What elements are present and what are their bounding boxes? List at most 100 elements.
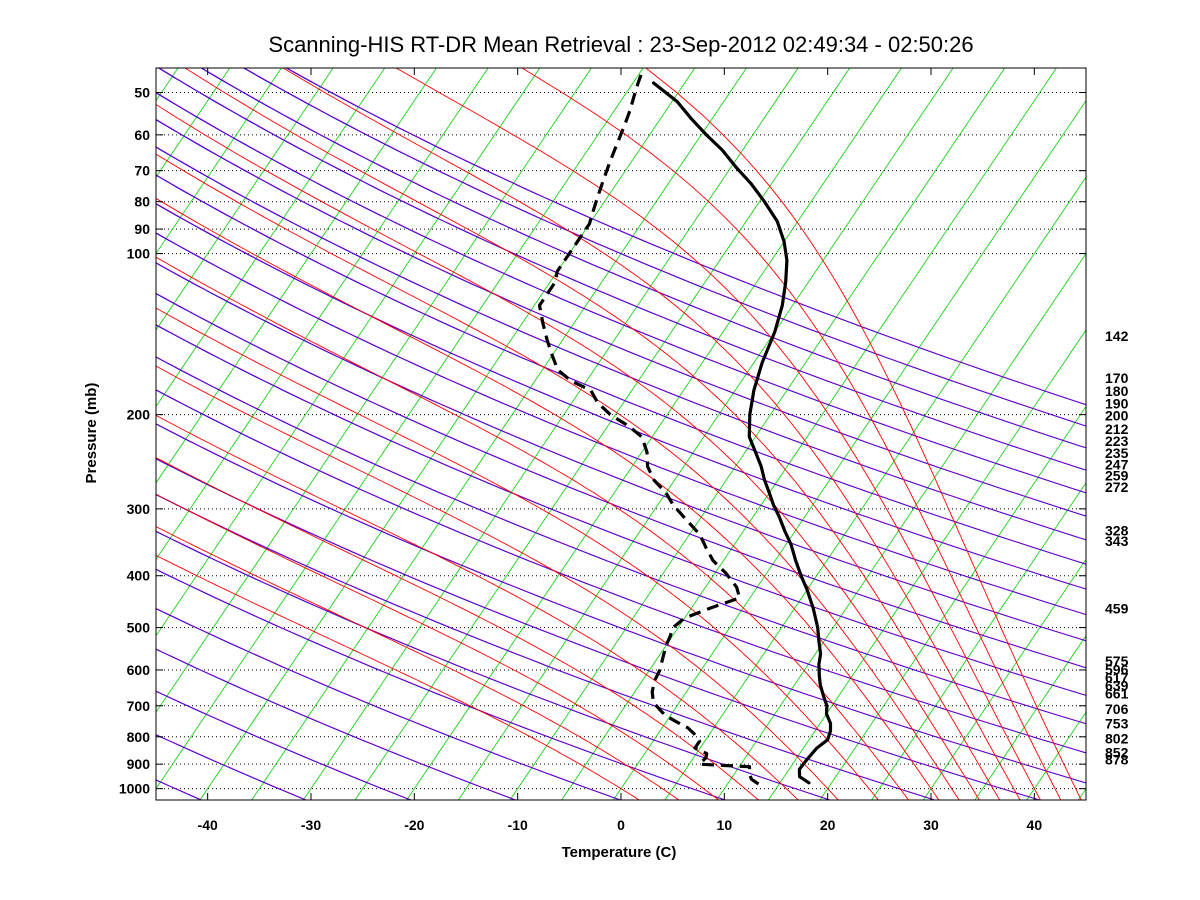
right-level-label: 247 — [1105, 457, 1129, 473]
x-tick-label: 40 — [1027, 817, 1043, 833]
isotherm-line — [156, 68, 592, 713]
y-tick-label: 500 — [127, 620, 151, 636]
dry-adiabat-line — [156, 324, 1086, 696]
dry-adiabat-line — [156, 356, 1086, 725]
isotherm-line — [923, 558, 1086, 800]
moist-adiabat-line — [395, 68, 1041, 800]
moist-adiabat-line — [156, 103, 980, 800]
dry-adiabat-line-alt — [156, 530, 831, 800]
isotherm-line — [974, 635, 1086, 800]
dry-adiabat-line — [156, 203, 1086, 590]
right-level-label: 596 — [1105, 661, 1129, 677]
dry-adiabat-line-alt — [156, 292, 1086, 668]
right-level-label: 259 — [1105, 468, 1129, 484]
isotherm-line — [1078, 787, 1086, 800]
moist-adiabat-line — [156, 493, 719, 800]
right-level-label: 343 — [1105, 533, 1129, 549]
moist-adiabat-line — [156, 307, 879, 800]
right-level-label: 180 — [1105, 383, 1129, 399]
isotherm-line — [156, 68, 437, 484]
y-tick-label: 200 — [127, 407, 151, 423]
moist-adiabat-line — [521, 68, 1062, 800]
dry-adiabat-line-alt — [156, 91, 1086, 493]
right-level-label: 617 — [1105, 669, 1129, 685]
axis-ticks: 5060708090100200300400500600700800900100… — [119, 68, 1086, 833]
right-level-label: 753 — [1105, 716, 1129, 732]
isotherm-line — [819, 405, 1086, 800]
y-axis-label: Pressure (mb) — [83, 383, 100, 484]
isotherm-line — [664, 176, 1086, 800]
y-tick-label: 1000 — [119, 781, 150, 797]
dry-adiabat-line-alt — [201, 68, 1086, 449]
temperature-profile-line — [652, 81, 833, 785]
x-axis-label: Temperature (C) — [562, 844, 677, 861]
dry-adiabat-line — [156, 174, 1086, 565]
right-level-label: 878 — [1105, 751, 1129, 767]
dry-adiabat-line-alt — [156, 356, 1086, 724]
moist-adiabat-line — [156, 414, 799, 800]
x-tick-label: 20 — [820, 817, 836, 833]
right-level-label: 852 — [1105, 744, 1129, 760]
dry-adiabat-line-alt — [156, 118, 1086, 517]
dry-adiabat-line-alt — [156, 324, 1086, 696]
dry-adiabat-line-alt — [156, 146, 1086, 540]
y-tick-label: 70 — [134, 163, 150, 179]
isotherm-line — [0, 68, 23, 800]
dry-adiabat-line — [156, 293, 1086, 669]
moist-adiabat-line — [156, 153, 960, 800]
dry-adiabat-line-alt — [156, 262, 1086, 641]
dry-adiabat-line — [156, 690, 411, 800]
isotherm-line — [199, 68, 696, 800]
dry-adiabat-line-alt — [286, 68, 1086, 405]
isotherm-line — [156, 68, 644, 790]
isotherm-line — [458, 68, 954, 800]
isotherm-line — [156, 68, 386, 408]
dewpoint-profile-line — [537, 72, 760, 786]
right-level-label: 223 — [1105, 433, 1129, 449]
isotherm-line — [156, 68, 489, 561]
y-tick-label: 300 — [127, 501, 151, 517]
dry-adiabat-line — [156, 232, 1086, 616]
dry-adiabat-line — [156, 734, 306, 800]
chart-title: Scanning-HIS RT-DR Mean Retrieval : 23-S… — [268, 32, 973, 57]
y-tick-label: 600 — [127, 662, 151, 678]
x-tick-label: -10 — [508, 817, 528, 833]
right-level-label: 212 — [1105, 421, 1129, 437]
y-tick-label: 100 — [127, 246, 151, 262]
x-tick-label: -20 — [404, 817, 424, 833]
dry-adiabat-line — [156, 389, 1086, 754]
isotherm-line — [156, 68, 282, 255]
isotherm-line — [613, 99, 1086, 800]
pressure-grid — [156, 91, 1086, 790]
x-tick-label: -40 — [198, 817, 218, 833]
right-level-label: 661 — [1105, 685, 1129, 701]
right-level-label: 706 — [1105, 701, 1129, 717]
dry-adiabat-line — [156, 648, 516, 800]
dry-adiabat-line — [243, 68, 1086, 427]
right-level-label: 639 — [1105, 678, 1129, 694]
dry-adiabat-line — [200, 68, 1086, 449]
dry-adiabat-line-alt — [156, 493, 936, 800]
moist-adiabat-line — [645, 68, 1082, 800]
right-level-label: 170 — [1105, 370, 1129, 386]
isotherm-line — [354, 68, 851, 800]
dry-adiabat-line-alt — [156, 389, 1086, 754]
x-tick-label: -30 — [301, 817, 321, 833]
moist-adiabat-line — [156, 365, 839, 800]
dry-adiabat-line — [156, 494, 935, 800]
right-level-label: 200 — [1105, 408, 1129, 424]
y-tick-label: 800 — [127, 729, 151, 745]
y-tick-label: 400 — [127, 568, 151, 584]
dry-adiabat-line-alt — [156, 202, 1086, 590]
y-tick-label: 90 — [134, 221, 150, 237]
dry-adiabat-line-alt — [156, 457, 1041, 800]
moist-adiabat-line — [282, 68, 1021, 800]
dry-adiabat-line-alt — [156, 607, 622, 800]
dry-adiabat-line-alt — [156, 734, 307, 800]
dry-adiabat-line-alt — [159, 68, 1086, 471]
right-level-label: 142 — [1105, 328, 1129, 344]
isotherm-line — [0, 68, 75, 800]
dry-adiabat-line — [156, 146, 1086, 541]
isotherm-line — [1130, 68, 1200, 800]
isotherm-line — [716, 252, 1086, 800]
